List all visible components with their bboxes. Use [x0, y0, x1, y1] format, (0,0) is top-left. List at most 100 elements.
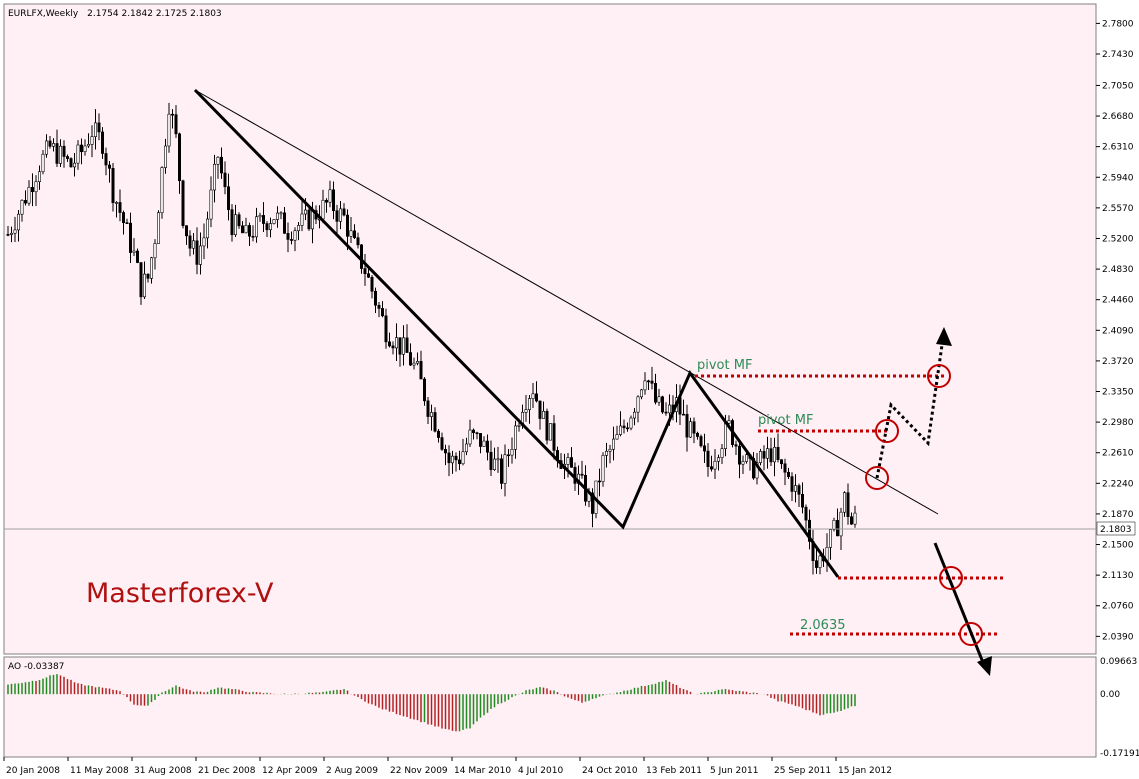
candle-body — [30, 187, 34, 193]
candle-body — [104, 153, 108, 166]
candle-body — [653, 383, 657, 403]
candle-body — [842, 492, 846, 513]
candle-body — [650, 380, 654, 384]
candle-body — [646, 380, 650, 383]
candle-body — [328, 189, 332, 203]
candle-body — [723, 422, 727, 449]
candle-body — [48, 140, 52, 147]
y-tick-label: 2.7800 — [1102, 19, 1134, 29]
candle-body — [695, 432, 699, 437]
candle-body — [597, 480, 601, 483]
x-tick-label: 13 Feb 2011 — [646, 766, 702, 776]
candle-body — [478, 433, 482, 447]
candle-body — [335, 210, 339, 222]
candle-body — [122, 212, 126, 223]
candle-body — [132, 250, 136, 253]
candle-body — [828, 529, 832, 548]
candle-body — [737, 445, 741, 465]
candle-body — [76, 144, 80, 164]
main-pane-bg — [3, 3, 1097, 655]
candle-body — [713, 460, 717, 470]
candle-body — [268, 223, 272, 231]
y-tick-label: 2.7430 — [1102, 50, 1134, 60]
x-tick-label: 15 Jan 2012 — [838, 766, 892, 776]
candle-body — [55, 143, 59, 164]
y-tick-label: 2.0390 — [1102, 632, 1134, 642]
candle-body — [97, 122, 101, 133]
candle-body — [370, 276, 374, 292]
candle-body — [804, 506, 808, 521]
x-tick-label: 24 Oct 2010 — [582, 766, 638, 776]
candle-body — [10, 232, 14, 235]
candle-body — [667, 404, 671, 414]
candle-body — [601, 455, 605, 482]
candle-body — [324, 199, 328, 203]
candle-body — [80, 144, 84, 153]
candle-body — [835, 520, 839, 537]
y-tick-label: 2.1130 — [1102, 571, 1134, 581]
x-tick-label: 2 Aug 2009 — [326, 766, 378, 776]
candle-body — [216, 156, 220, 165]
candle-body — [342, 208, 346, 216]
candle-body — [248, 225, 252, 237]
candle-body — [464, 443, 468, 453]
candle-body — [118, 202, 122, 213]
x-tick-label: 25 Sep 2011 — [774, 766, 831, 776]
candle-body — [279, 212, 283, 215]
candle-body — [622, 425, 626, 429]
candle-body — [786, 471, 790, 477]
candle-body — [58, 145, 62, 164]
candle-body — [73, 162, 77, 168]
candle-body — [181, 180, 185, 226]
ao-label: AO -0.03387 — [8, 662, 64, 672]
candle-body — [261, 215, 265, 224]
candle-body — [762, 451, 766, 459]
candle-body — [405, 337, 409, 353]
candle-body — [380, 308, 384, 317]
candle-body — [832, 520, 836, 530]
candle-body — [611, 438, 615, 450]
candle-body — [772, 446, 776, 463]
candle-body — [433, 412, 437, 432]
x-tick-label: 11 May 2008 — [70, 766, 129, 776]
candle-body — [779, 459, 783, 465]
ao-tick-label: -0.17191 — [1100, 749, 1139, 759]
symbol-label: EURLFX,Weekly — [8, 9, 79, 19]
y-tick-label: 2.3350 — [1102, 388, 1134, 398]
candle-body — [450, 455, 454, 464]
candle-body — [741, 461, 745, 465]
candle-body — [178, 133, 182, 182]
brand-watermark: Masterforex-V — [86, 578, 274, 609]
candle-body — [363, 268, 367, 275]
candle-body — [468, 429, 472, 445]
arrow-down-icon — [977, 656, 992, 676]
candle-body — [258, 215, 262, 218]
candle-body — [223, 172, 227, 188]
candle-body — [436, 430, 440, 438]
y-tick-label: 2.3720 — [1102, 357, 1134, 367]
candle-body — [492, 458, 496, 470]
candle-body — [720, 448, 724, 458]
candle-body — [496, 458, 500, 461]
candle-body — [846, 492, 850, 517]
candle-body — [272, 219, 276, 224]
candle-body — [356, 237, 360, 246]
candle-body — [426, 400, 430, 417]
pivot-label-lower: pivot MF — [758, 413, 813, 428]
candle-body — [153, 243, 157, 259]
candle-body — [443, 449, 447, 454]
candle-body — [69, 158, 73, 168]
candle-body — [171, 113, 175, 116]
y-tick-label: 2.2980 — [1102, 418, 1134, 428]
pivot-label-upper: pivot MF — [697, 358, 752, 373]
circle-marker — [865, 466, 889, 490]
x-tick-label: 12 Apr 2009 — [262, 766, 318, 776]
candle-body — [727, 420, 731, 424]
candle-body — [503, 454, 507, 484]
candle-body — [639, 389, 643, 398]
candle-body — [289, 239, 293, 241]
candle-body — [293, 230, 297, 241]
candle-body — [660, 396, 664, 413]
candle-body — [62, 145, 66, 157]
trend-lines — [193, 88, 939, 578]
